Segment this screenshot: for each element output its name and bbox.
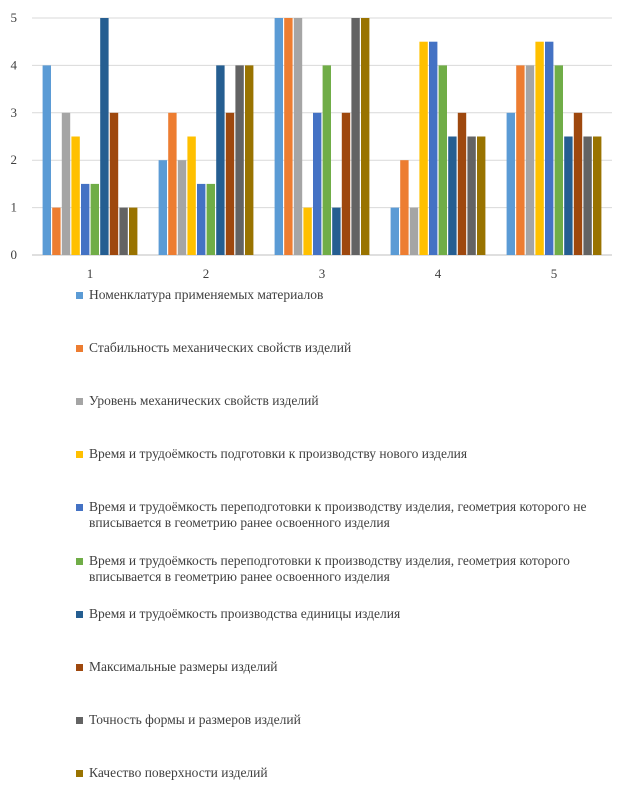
- bar: [506, 112, 515, 255]
- bar: [284, 18, 293, 255]
- legend-label: Качество поверхности изделий: [89, 765, 268, 780]
- x-tick-label: 5: [551, 266, 558, 281]
- bar: [448, 136, 457, 255]
- bar: [583, 136, 592, 255]
- legend-entry: Уровень механических свойств изделий: [76, 393, 623, 409]
- y-tick-label: 2: [11, 152, 18, 167]
- bar: [322, 65, 331, 256]
- legend-entry: Стабильность механических свойств издели…: [76, 340, 623, 356]
- bar: [177, 160, 187, 255]
- legend-swatch: [76, 504, 83, 511]
- bar: [361, 18, 370, 255]
- legend-entry: Время и трудоёмкость переподготовки к пр…: [76, 499, 623, 531]
- bar: [390, 207, 399, 255]
- y-axis-ticks: 0 1 2 3 4 5: [11, 10, 18, 262]
- bar: [293, 18, 303, 255]
- bar: [400, 160, 409, 255]
- legend-swatch: [76, 611, 83, 618]
- bar: [61, 112, 71, 255]
- x-axis-ticks: 1 2 3 4 5: [87, 266, 558, 281]
- bar: [158, 160, 167, 255]
- bar: [206, 183, 215, 255]
- y-tick-label: 5: [11, 10, 18, 25]
- bar: [81, 183, 90, 255]
- legend-label: Время и трудоёмкость производства единиц…: [89, 606, 401, 621]
- legend-swatch: [76, 664, 83, 671]
- bar: [554, 65, 563, 256]
- y-tick-label: 4: [11, 57, 18, 72]
- bar: [303, 207, 312, 255]
- bar: [168, 112, 177, 255]
- bar: [409, 207, 419, 255]
- legend-swatch: [76, 345, 83, 352]
- bar: [100, 18, 109, 255]
- legend-label: Точность формы и размеров изделий: [89, 712, 301, 727]
- x-tick-label: 3: [319, 266, 326, 281]
- bar: [545, 41, 554, 256]
- legend-label: Стабильность механических свойств издели…: [89, 340, 352, 355]
- legend-label: Время и трудоёмкость переподготовки к пр…: [89, 499, 587, 530]
- bar-chart: 0 1 2 3 4 5 1 2 3 4 5: [11, 10, 612, 281]
- bar: [438, 65, 447, 256]
- bar: [109, 112, 119, 255]
- bar: [477, 136, 486, 255]
- bar: [42, 65, 51, 256]
- bar: [197, 183, 206, 255]
- y-tick-label: 3: [11, 105, 18, 120]
- bar: [274, 18, 283, 255]
- bar: [419, 41, 428, 256]
- legend-entry: Время и трудоёмкость производства единиц…: [76, 606, 623, 622]
- gridlines: [32, 17, 612, 256]
- y-tick-label: 1: [11, 200, 18, 215]
- bar: [341, 112, 351, 255]
- bar: [573, 112, 583, 255]
- bar: [429, 41, 438, 256]
- x-tick-label: 4: [435, 266, 442, 281]
- legend-entry: Время и трудоёмкость переподготовки к пр…: [76, 553, 623, 585]
- bar: [216, 65, 225, 256]
- bar: [593, 136, 602, 255]
- bar: [457, 112, 467, 255]
- legend-label: Время и трудоёмкость подготовки к произв…: [89, 446, 468, 461]
- legend-label: Время и трудоёмкость переподготовки к пр…: [89, 553, 570, 584]
- x-tick-label: 2: [203, 266, 210, 281]
- bar: [313, 112, 322, 255]
- bar: [525, 65, 535, 256]
- bar: [187, 136, 196, 255]
- bar: [245, 65, 254, 256]
- bar: [52, 207, 61, 255]
- legend-swatch: [76, 770, 83, 777]
- bar: [467, 136, 476, 255]
- bar: [90, 183, 99, 255]
- legend-entry: Время и трудоёмкость подготовки к произв…: [76, 446, 623, 462]
- legend-label: Уровень механических свойств изделий: [89, 393, 319, 408]
- legend-entry: Точность формы и размеров изделий: [76, 712, 623, 728]
- legend-label: Максимальные размеры изделий: [89, 659, 278, 674]
- bar: [129, 207, 138, 255]
- bar: [351, 18, 360, 255]
- bar: [225, 112, 235, 255]
- legend-swatch: [76, 398, 83, 405]
- y-tick-label: 0: [11, 247, 18, 262]
- bar: [564, 136, 573, 255]
- legend-entry: Номенклатура применяемых материалов: [76, 287, 623, 303]
- legend-swatch: [76, 292, 83, 299]
- bar: [119, 207, 128, 255]
- x-tick-label: 1: [87, 266, 94, 281]
- bar: [71, 136, 80, 255]
- legend-label: Номенклатура применяемых материалов: [89, 287, 324, 302]
- legend-swatch: [76, 451, 83, 458]
- bar: [535, 41, 544, 256]
- legend-entry: Максимальные размеры изделий: [76, 659, 623, 675]
- bars: [42, 18, 602, 256]
- bar: [516, 65, 525, 256]
- legend-swatch: [76, 717, 83, 724]
- legend-entry: Качество поверхности изделий: [76, 765, 623, 781]
- legend-swatch: [76, 558, 83, 565]
- bar: [332, 207, 341, 255]
- bar: [235, 65, 244, 256]
